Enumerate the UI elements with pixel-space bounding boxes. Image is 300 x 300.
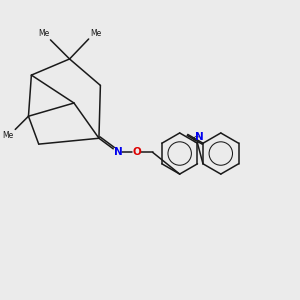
Text: N: N: [114, 147, 122, 157]
Text: Me: Me: [38, 29, 49, 38]
Text: Me: Me: [90, 28, 101, 38]
Text: Me: Me: [2, 131, 14, 140]
Text: N: N: [195, 132, 204, 142]
Text: O: O: [132, 147, 141, 157]
Text: C: C: [192, 136, 199, 145]
